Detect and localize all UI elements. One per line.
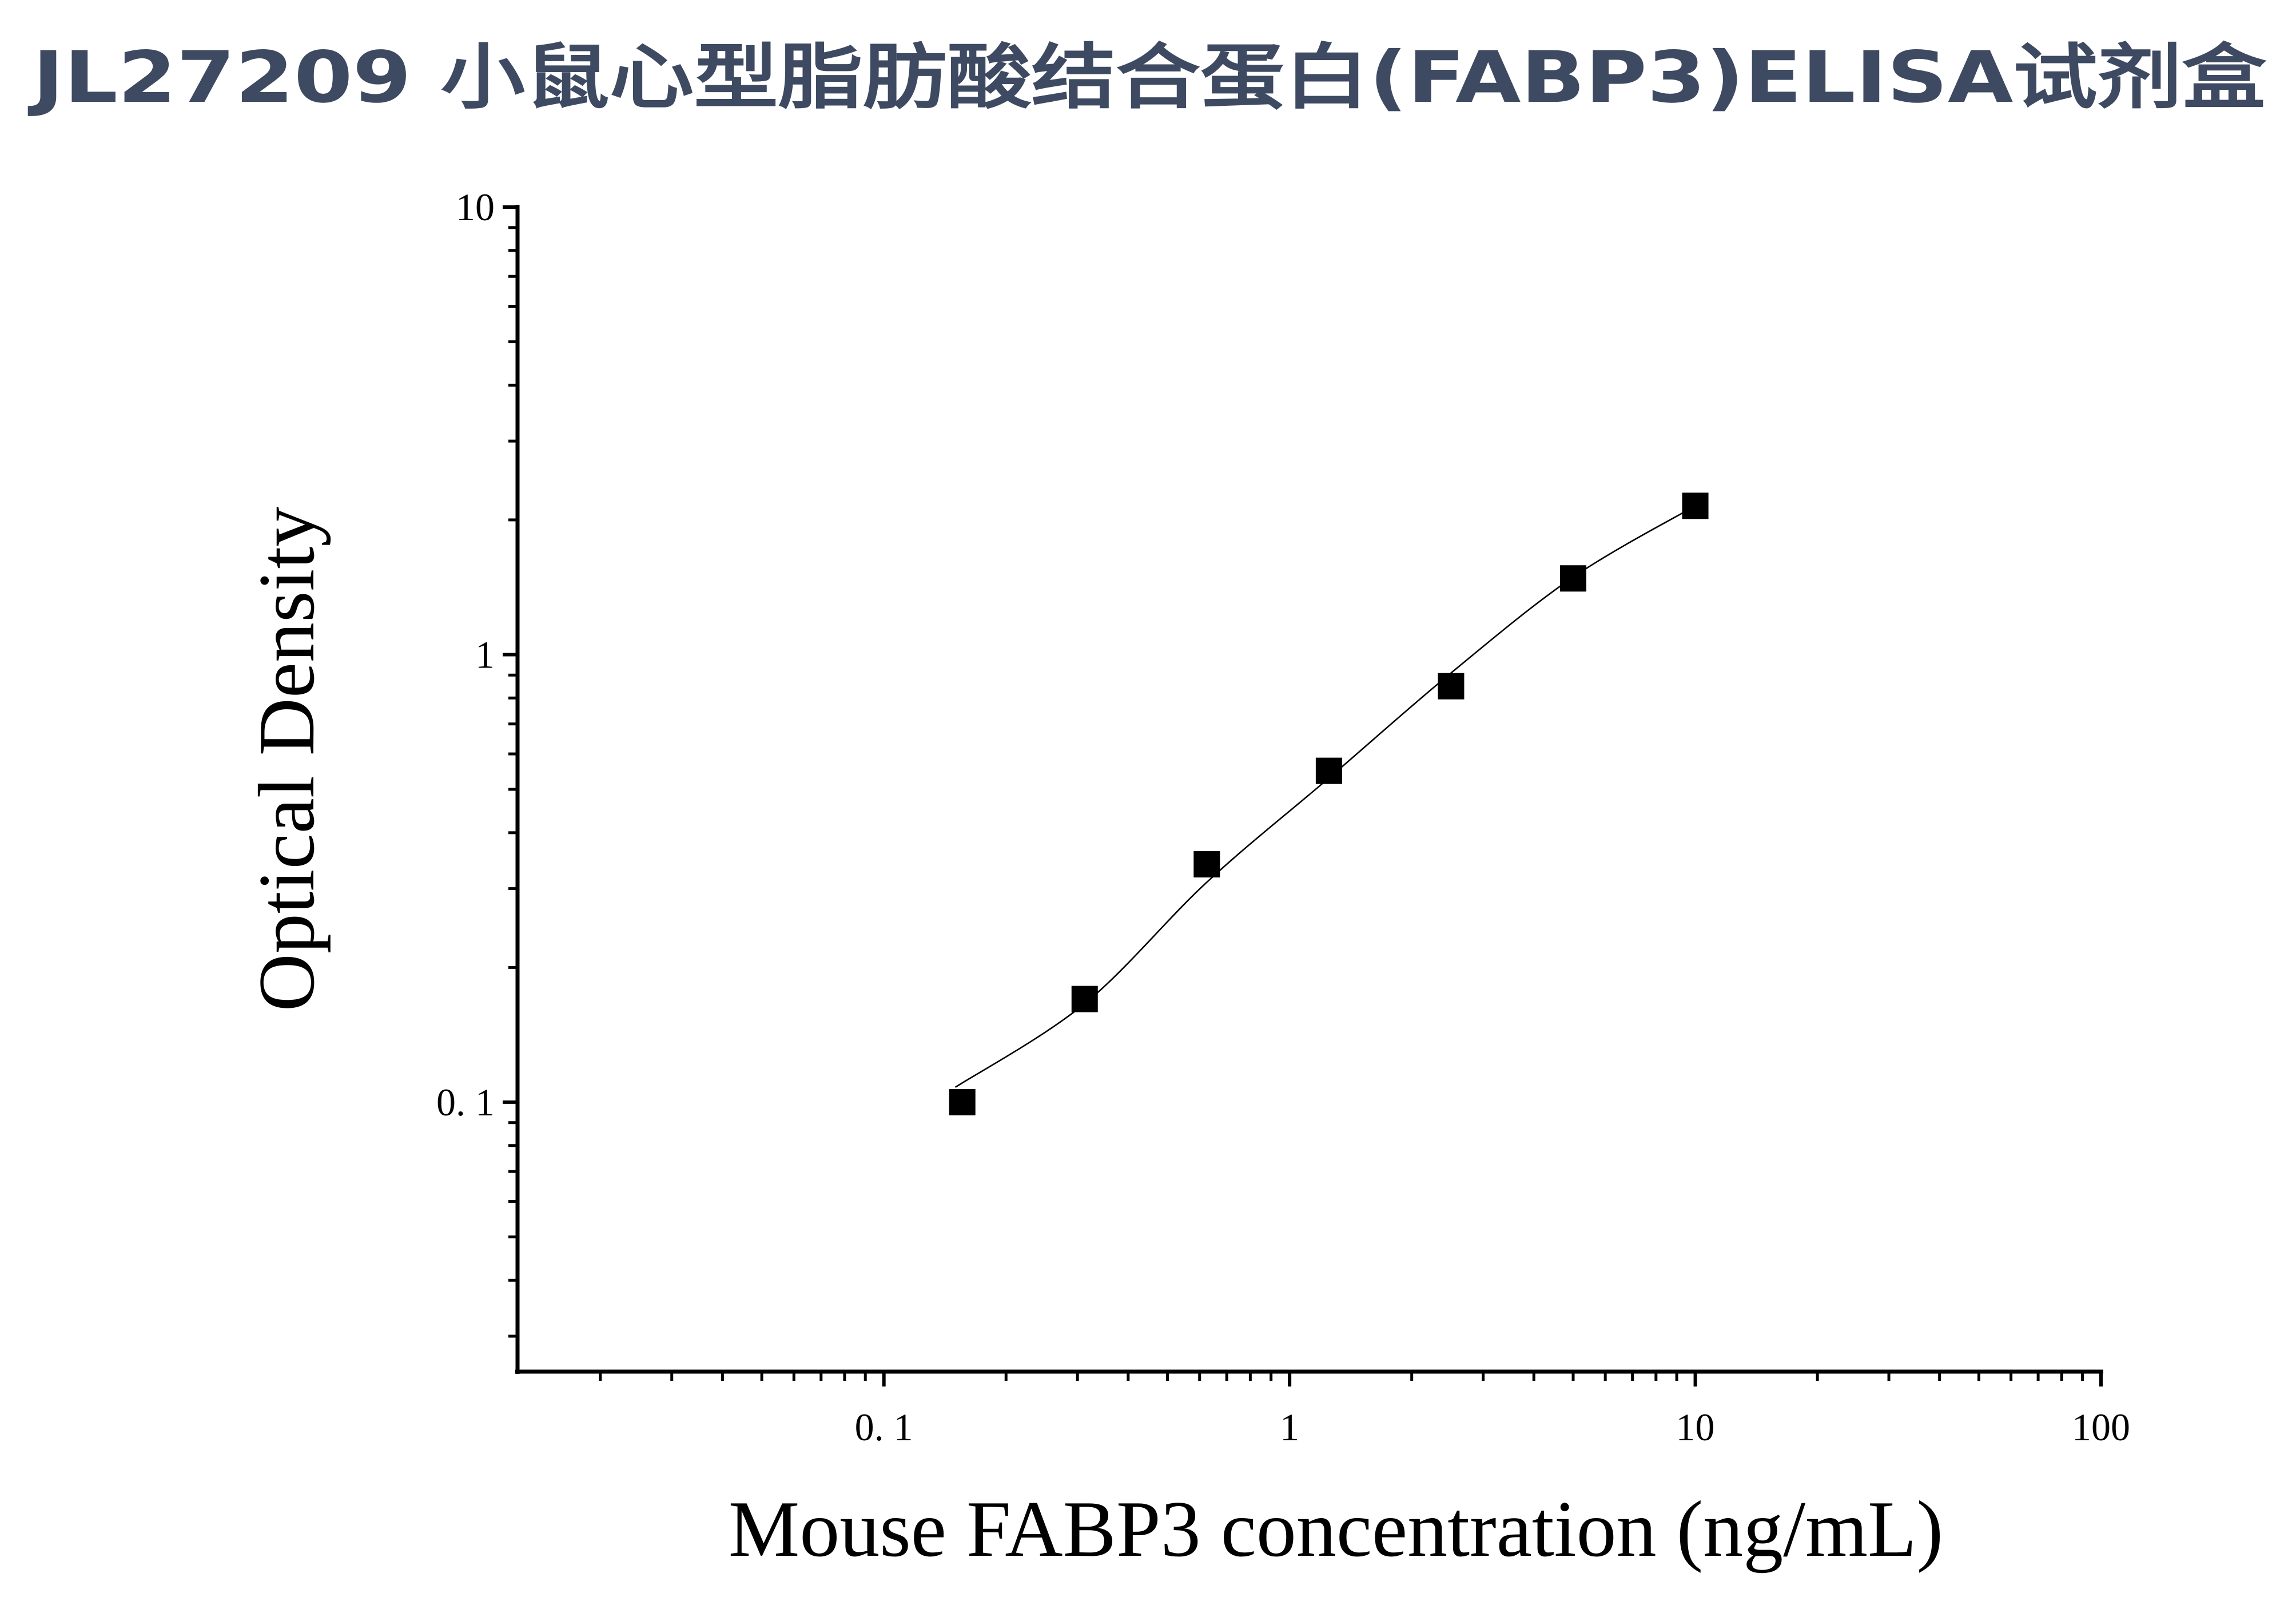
y-axis-label: Optical Density	[242, 507, 331, 1012]
y-tick-label: 1	[475, 633, 495, 676]
data-point	[1193, 851, 1220, 878]
data-point	[1071, 986, 1098, 1012]
data-point	[1682, 492, 1709, 519]
chart-title: JL27209 小鼠心型脂肪酸结合蛋白(FABP3)ELISA试剂盒	[28, 37, 2267, 119]
data-point	[949, 1088, 976, 1115]
y-tick-label: 10	[456, 185, 495, 229]
data-point	[1438, 673, 1465, 700]
x-tick-label: 10	[1676, 1405, 1715, 1449]
x-tick-label: 1	[1280, 1405, 1299, 1449]
fit-curve	[954, 505, 1696, 1088]
x-tick-label: 100	[2072, 1405, 2130, 1449]
y-tick-label: 0. 1	[436, 1080, 495, 1124]
x-axis-label: Mouse FABP3 concentration (ng/mL)	[729, 1485, 1943, 1574]
x-tick-label: 0. 1	[855, 1405, 913, 1449]
data-point	[1315, 757, 1342, 784]
data-point	[1560, 565, 1586, 592]
